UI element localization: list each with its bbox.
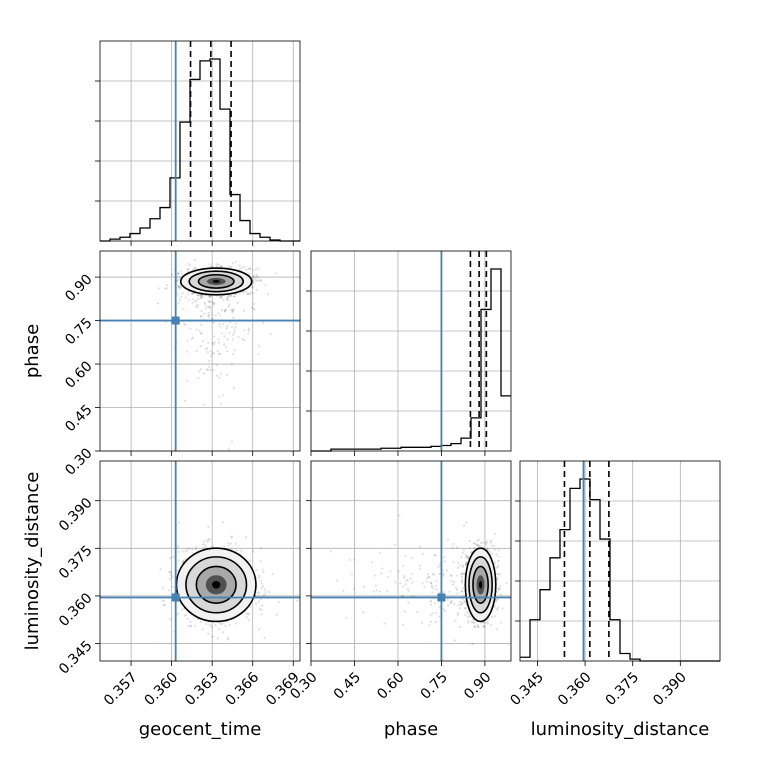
contour-line [195, 565, 237, 604]
y-tick-label: 0.360 [56, 590, 96, 630]
x-tick-label: 0.375 [603, 669, 643, 709]
x-axis-label-luminosity_distance: luminosity_distance [531, 719, 710, 740]
truth-point [437, 593, 446, 602]
density-level [212, 280, 220, 283]
x-tick-label: 0.90 [461, 669, 494, 702]
scatter-panel-geocent_time-phase [95, 250, 301, 456]
scatter-panel-geocent_time-luminosity_distance [95, 460, 301, 666]
y-tick-label: 0.375 [56, 543, 96, 583]
y-axis-label-luminosity_distance: luminosity_distance [22, 472, 43, 651]
histogram-frame-geocent_time [99, 40, 301, 242]
x-tick-label: 0.45 [331, 669, 364, 702]
contour-line [179, 267, 253, 296]
x-tick-label: 0.357 [101, 669, 141, 709]
contour-line [472, 565, 489, 604]
histogram-panel-geocent_time [95, 40, 301, 246]
scatter-samples [156, 259, 277, 451]
truth-point [171, 593, 180, 602]
y-tick-label: 0.75 [62, 315, 95, 348]
histogram-step-geocent_time [100, 58, 300, 242]
contour-line [464, 547, 497, 623]
y-tick-label: 0.45 [62, 402, 95, 435]
histogram-frame-luminosity_distance [519, 460, 721, 662]
panels-layer [95, 40, 721, 666]
x-tick-label: 0.75 [418, 669, 451, 702]
scatter-panel-phase-luminosity_distance [306, 460, 512, 666]
scatter-samples [159, 521, 299, 641]
contour-line [197, 273, 235, 289]
histogram-step-phase [311, 268, 511, 452]
scatter-frame [99, 250, 301, 452]
x-tick-label: 0.60 [374, 669, 407, 702]
x-tick-label: 0.390 [650, 669, 690, 709]
y-tick-label: 0.30 [62, 445, 95, 478]
histogram-frame-phase [310, 250, 512, 452]
contour-line [468, 556, 493, 614]
x-tick-label: 0.345 [507, 669, 547, 709]
y-tick-label: 0.390 [56, 495, 96, 535]
y-tick-label: 0.90 [62, 271, 95, 304]
x-axis-label-phase: phase [384, 719, 438, 740]
labels-layer: 0.357 0.360 0.363 0.366 0.369geocent_time0.3… [22, 271, 709, 740]
y-tick-label: 0.60 [62, 358, 95, 391]
contour-line [188, 270, 245, 293]
x-tick-label: 0.363 [182, 669, 222, 709]
density-level [478, 580, 483, 589]
grid-lines [100, 461, 300, 661]
histogram-panel-phase [306, 250, 512, 456]
histogram-panel-luminosity_distance [515, 460, 721, 666]
x-tick-label: 0.360 [142, 669, 182, 709]
grid-lines [100, 41, 300, 241]
x-tick-label: 0.360 [555, 669, 595, 709]
truth-point [171, 316, 180, 325]
y-tick-label: 0.345 [56, 638, 96, 678]
scatter-frame [310, 460, 512, 662]
grid-lines [520, 461, 720, 661]
histogram-step-luminosity_distance [520, 478, 720, 662]
x-tick-label: 0.366 [223, 669, 263, 709]
density-level [212, 580, 221, 589]
y-axis-label-phase: phase [22, 324, 43, 378]
x-axis-label-geocent_time: geocent_time [139, 719, 262, 740]
scatter-samples [329, 514, 508, 646]
scatter-frame [99, 460, 301, 662]
contour-line [185, 556, 248, 614]
